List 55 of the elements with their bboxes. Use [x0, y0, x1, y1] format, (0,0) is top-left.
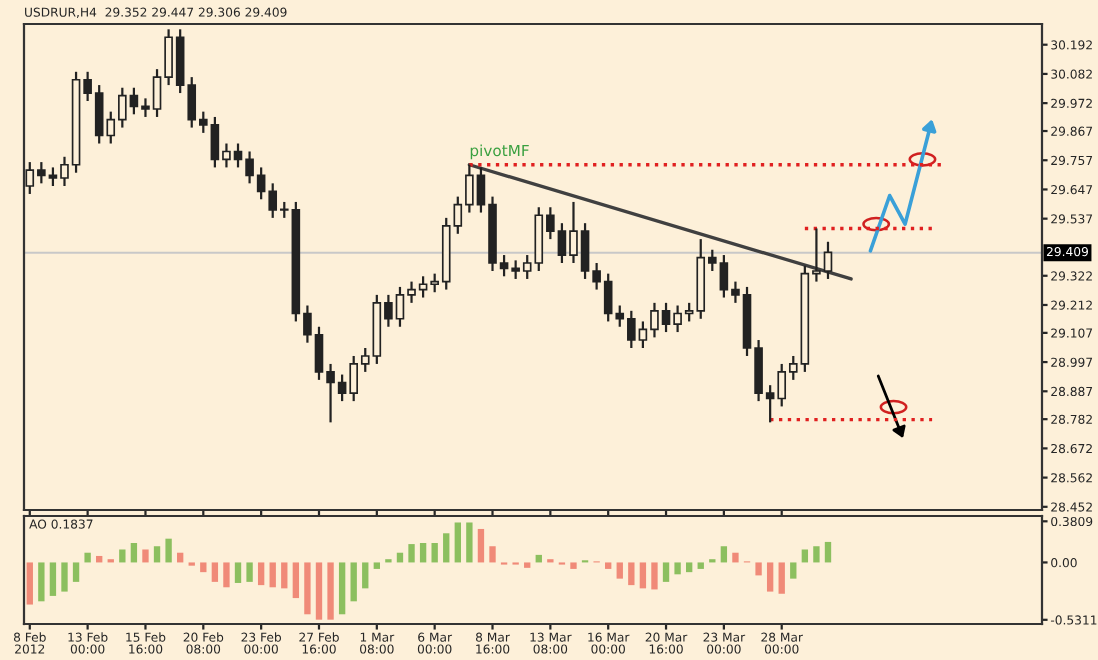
bar [466, 522, 473, 563]
bar [142, 549, 149, 563]
bar [477, 528, 485, 563]
bar [674, 562, 681, 575]
bar [431, 543, 438, 563]
bar [616, 562, 623, 579]
bar [824, 541, 832, 563]
bar [813, 546, 820, 563]
bar [628, 562, 635, 586]
bar [443, 533, 450, 563]
bar [454, 522, 461, 563]
bar [292, 562, 300, 599]
bar [165, 538, 172, 563]
bar [84, 552, 91, 563]
bar [685, 562, 693, 573]
bar [61, 562, 68, 592]
bar [362, 562, 369, 589]
bar [732, 552, 739, 563]
bar [720, 546, 728, 563]
bar [605, 562, 612, 569]
bar [327, 562, 334, 620]
bar [570, 562, 577, 569]
bar [269, 562, 276, 588]
bar [801, 549, 809, 563]
bar [639, 562, 647, 589]
bar [524, 562, 531, 568]
bar [38, 562, 45, 602]
bar [72, 562, 80, 582]
bar [419, 543, 427, 563]
bar [651, 562, 658, 590]
bar [130, 543, 138, 563]
bar [373, 562, 381, 569]
bar [315, 562, 323, 620]
bar [304, 562, 311, 615]
bar [119, 549, 126, 563]
bar [790, 562, 797, 579]
bar [350, 562, 357, 602]
bar [338, 562, 346, 615]
bar [755, 562, 762, 576]
bar [489, 546, 496, 563]
bar [662, 562, 670, 582]
bar [257, 562, 265, 586]
bar [200, 562, 207, 573]
bar [778, 562, 785, 594]
bar [49, 562, 57, 596]
bar [766, 562, 774, 592]
bar [153, 546, 161, 563]
bar [408, 544, 415, 563]
bar [697, 562, 704, 569]
bar [234, 562, 242, 583]
bar [281, 562, 288, 589]
bar [246, 562, 253, 582]
bar [223, 562, 230, 588]
bar [211, 562, 219, 582]
bar [26, 562, 33, 605]
